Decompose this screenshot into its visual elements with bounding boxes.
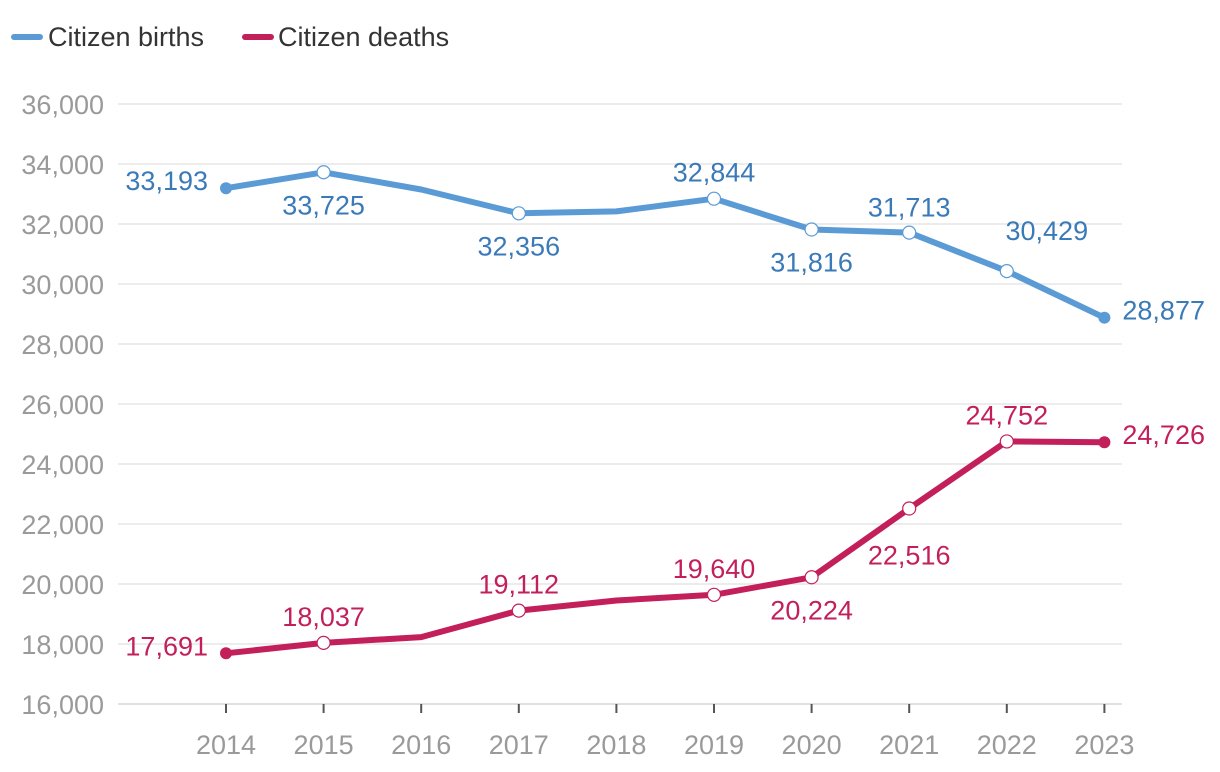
data-label-deaths: 17,691 <box>125 631 208 661</box>
series <box>220 165 1111 660</box>
data-point-births <box>316 165 331 180</box>
data-label-births: 32,844 <box>673 158 756 188</box>
data-point-deaths <box>220 647 232 660</box>
y-tick-label: 30,000 <box>21 270 104 300</box>
y-tick-label: 16,000 <box>21 690 104 720</box>
data-label-deaths: 24,726 <box>1122 420 1205 450</box>
legend: Citizen births Citizen deaths <box>11 22 449 52</box>
data-point-births <box>902 225 917 240</box>
x-tick-label: 2023 <box>1074 730 1134 760</box>
x-tick-label: 2019 <box>684 730 744 760</box>
y-tick-label: 18,000 <box>21 630 104 660</box>
data-point-deaths <box>706 587 722 602</box>
data-label-births: 31,713 <box>868 193 951 223</box>
x-tick-label: 2020 <box>782 730 842 760</box>
y-axis: 16,000 18,000 20,000 22,000 24,000 26,000 28,0… <box>21 90 104 720</box>
y-tick-label: 24,000 <box>21 450 104 480</box>
x-axis: 2014 2015 2016 2017 2018 2019 2020 2021 2022 2023 <box>196 704 1134 760</box>
series-line-deaths <box>223 438 1108 657</box>
y-tick-label: 28,000 <box>21 330 104 360</box>
data-label-deaths: 19,640 <box>673 554 756 584</box>
grid <box>118 103 1122 705</box>
data-point-births <box>511 206 526 221</box>
data-point-births <box>999 264 1014 279</box>
data-label-deaths: 20,224 <box>770 595 853 625</box>
data-point-deaths <box>804 570 819 585</box>
y-tick-label: 34,000 <box>21 150 104 180</box>
data-label-deaths: 19,112 <box>479 570 560 600</box>
y-tick-label: 22,000 <box>21 510 104 540</box>
x-tick-label: 2022 <box>977 730 1037 760</box>
data-label-births: 33,725 <box>282 190 365 220</box>
data-label-deaths: 18,037 <box>282 602 365 632</box>
data-point-births <box>706 191 722 206</box>
series-line-births <box>223 169 1108 321</box>
data-label-births: 33,193 <box>125 166 208 196</box>
x-tick-label: 2018 <box>586 730 646 760</box>
legend-label-births: Citizen births <box>48 22 204 52</box>
y-tick-label: 32,000 <box>21 210 104 240</box>
data-label-births: 31,816 <box>770 248 853 278</box>
data-point-deaths <box>999 434 1014 449</box>
x-tick-label: 2015 <box>294 730 354 760</box>
data-point-births <box>1098 311 1111 324</box>
y-tick-label: 36,000 <box>21 90 104 120</box>
data-label-births: 32,356 <box>478 231 561 261</box>
y-tick-label: 20,000 <box>21 570 104 600</box>
data-label-births: 30,429 <box>1006 216 1089 246</box>
data-point-deaths <box>316 635 331 650</box>
y-tick-label: 26,000 <box>21 390 104 420</box>
data-label-deaths: 22,516 <box>868 541 951 571</box>
data-point-deaths <box>1098 436 1111 449</box>
legend-label-deaths: Citizen deaths <box>278 22 449 52</box>
data-label-births: 28,877 <box>1122 296 1205 326</box>
data-point-births <box>804 222 819 237</box>
data-labels: 33,193 33,725 32,356 32,844 31,816 31,713 30,4… <box>125 158 1205 662</box>
x-tick-label: 2014 <box>196 730 256 760</box>
data-point-deaths <box>902 501 917 516</box>
data-label-deaths: 24,752 <box>966 400 1049 430</box>
data-point-births <box>220 182 232 195</box>
x-tick-label: 2021 <box>879 730 939 760</box>
data-point-deaths <box>511 603 526 618</box>
x-tick-label: 2017 <box>489 730 549 760</box>
x-tick-label: 2016 <box>391 730 451 760</box>
